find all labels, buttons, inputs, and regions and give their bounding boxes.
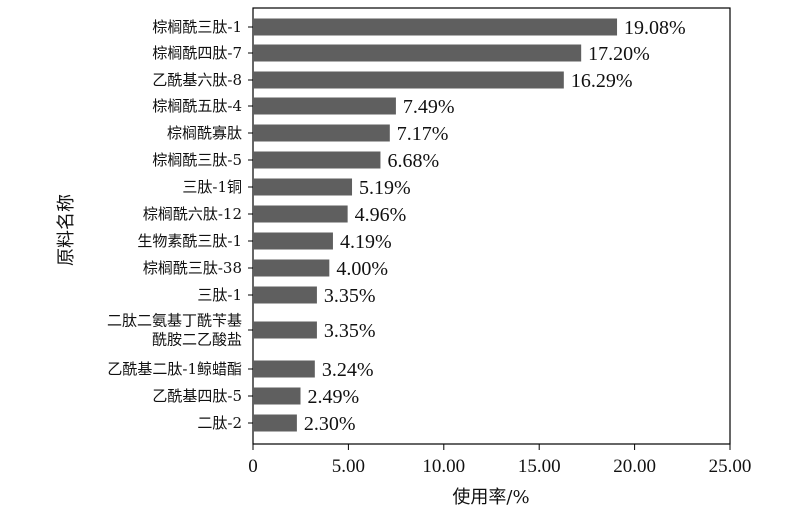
value-label: 4.00% xyxy=(336,258,388,280)
value-label: 6.68% xyxy=(387,150,439,172)
value-label: 3.35% xyxy=(324,320,376,342)
x-axis-ticks: 0 5.00 10.00 15.00 20.00 25.00 xyxy=(248,26,752,477)
bar xyxy=(253,360,315,378)
value-label: 3.24% xyxy=(322,359,374,381)
value-label: 4.19% xyxy=(340,231,392,253)
value-label: 2.49% xyxy=(308,386,360,408)
bar xyxy=(253,124,390,142)
bar xyxy=(253,151,381,169)
y-axis-title: 原料名称 xyxy=(56,194,77,266)
category-label: 二肽-2 xyxy=(197,414,242,432)
category-label: 乙酰基六肽-8 xyxy=(152,71,242,89)
plot-frame xyxy=(252,7,731,445)
category-label: 棕榈酰四肽-7 xyxy=(152,44,242,62)
value-label: 7.17% xyxy=(397,123,449,145)
value-label: 3.35% xyxy=(324,285,376,307)
category-label: 棕榈酰五肽-4 xyxy=(152,97,242,115)
value-label: 17.20% xyxy=(588,43,650,65)
bar xyxy=(253,44,582,62)
bar xyxy=(253,321,317,339)
bar xyxy=(253,205,348,223)
value-label: 16.29% xyxy=(571,70,633,92)
value-labels: 19.08% 17.20% 16.29% 7.49% 7.17% 6.68% 5.19% 4.… xyxy=(304,17,686,435)
bar xyxy=(253,97,396,115)
category-label: 三肽-1铜 xyxy=(182,178,242,196)
bar xyxy=(253,387,301,405)
category-label: 生物素酰三肽-1 xyxy=(137,232,242,250)
category-label: 棕榈酰三肽-1 xyxy=(152,18,242,36)
category-label: 三肽-1 xyxy=(197,286,242,304)
bar xyxy=(253,232,333,250)
category-labels: 棕榈酰三肽-1 棕榈酰四肽-7 乙酰基六肽-8 棕榈酰五肽-4 棕榈酰寡肽棕榈酰三肽-5… xyxy=(107,18,242,432)
category-label: 棕榈酰寡肽 xyxy=(167,124,242,142)
category-label: 棕榈酰六肽-12 xyxy=(143,205,242,223)
bar xyxy=(253,178,353,196)
bar xyxy=(253,18,618,36)
bar xyxy=(253,414,297,432)
category-label: 乙酰基四肽-5 xyxy=(152,387,242,405)
x-tick-label: 5.00 xyxy=(332,456,365,477)
x-tick-label: 10.00 xyxy=(422,456,465,477)
value-label: 4.96% xyxy=(355,204,407,226)
bars-group xyxy=(253,18,618,432)
value-label: 19.08% xyxy=(624,17,686,39)
value-label: 2.30% xyxy=(304,413,356,435)
bar xyxy=(253,71,564,89)
bar xyxy=(253,259,330,277)
value-label: 5.19% xyxy=(359,177,411,199)
bar xyxy=(253,286,317,304)
value-label: 7.49% xyxy=(403,96,455,118)
x-tick-label: 25.00 xyxy=(709,456,752,477)
x-axis-title: 使用率/% xyxy=(452,487,529,508)
x-tick-label: 20.00 xyxy=(613,456,656,477)
category-label: 二肽二氨基丁酰苄基酰胺二乙酸盐 xyxy=(107,312,242,349)
x-tick-label: 0 xyxy=(248,456,258,477)
category-label: 乙酰基二肽-1鲸蜡酯 xyxy=(107,360,242,378)
category-label: 棕榈酰三肽-5 xyxy=(152,151,242,169)
category-label: 棕榈酰三肽-38 xyxy=(143,259,242,277)
x-tick-label: 15.00 xyxy=(518,456,561,477)
